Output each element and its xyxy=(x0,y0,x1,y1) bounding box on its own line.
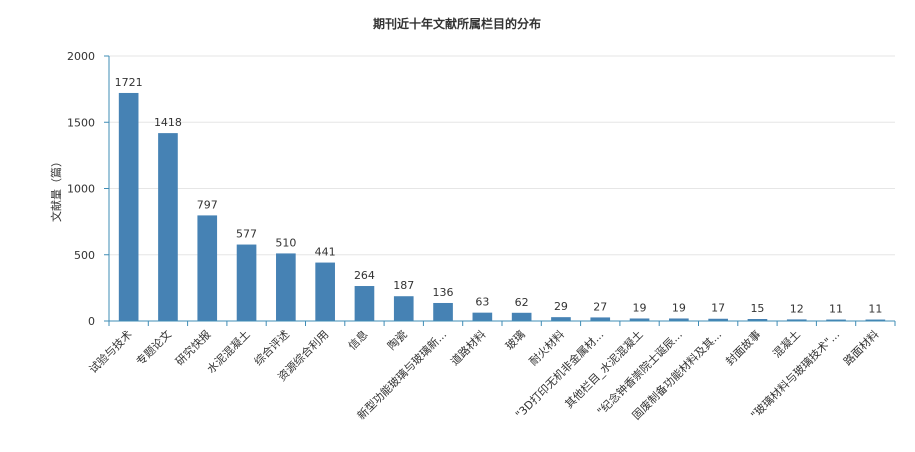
bar[interactable] xyxy=(590,317,611,321)
data-label: 29 xyxy=(554,300,568,313)
x-tick-label: 综合评述 xyxy=(251,327,292,368)
data-label: 187 xyxy=(393,279,414,292)
data-label: 12 xyxy=(790,302,804,315)
bar[interactable] xyxy=(158,133,178,321)
bar[interactable] xyxy=(865,319,886,321)
bar[interactable] xyxy=(472,312,493,321)
bar[interactable] xyxy=(747,319,768,321)
data-label: 136 xyxy=(433,286,454,299)
x-tick-label: 试验与技术 xyxy=(86,327,135,376)
data-label: 1721 xyxy=(115,76,143,89)
bar[interactable] xyxy=(669,318,689,321)
y-axis-label: 文献量（篇） xyxy=(49,156,63,222)
chart-title: 期刊近十年文献所属栏目的分布 xyxy=(373,16,541,31)
bar[interactable] xyxy=(786,319,807,321)
bar[interactable] xyxy=(826,319,846,321)
y-tick-label: 500 xyxy=(74,249,95,262)
data-label: 510 xyxy=(275,236,296,249)
x-tick-label: 混凝土 xyxy=(770,327,803,360)
x-tick-label: 专题论文 xyxy=(133,327,174,368)
data-label: 63 xyxy=(475,296,489,309)
x-tick-label: 水泥混凝土 xyxy=(204,327,253,376)
data-label: 19 xyxy=(633,301,647,314)
bar[interactable] xyxy=(629,318,650,321)
data-label: 62 xyxy=(515,296,529,309)
data-label: 577 xyxy=(236,228,257,241)
y-axis-ticks: 0 500 1000 1500 2000 xyxy=(67,50,109,328)
x-tick-label: 陶瓷 xyxy=(384,327,409,352)
data-label: 19 xyxy=(672,301,686,314)
data-label: 1418 xyxy=(154,116,182,129)
data-label: 11 xyxy=(829,303,843,316)
x-tick-label: 研究快报 xyxy=(172,327,213,368)
x-tick-label: 信息 xyxy=(345,327,370,352)
x-tick-label: 玻璃 xyxy=(502,327,527,352)
y-tick-label: 0 xyxy=(88,315,95,328)
data-label: 441 xyxy=(315,246,336,259)
data-labels: 1721 1418 797 577 510 441 264 187 136 63 62 29 27 19 1… xyxy=(115,76,883,316)
bar[interactable] xyxy=(315,262,335,321)
x-tick-label: 其他栏目_水泥混凝土 xyxy=(562,327,646,411)
y-tick-label: 2000 xyxy=(67,50,95,63)
y-tick-label: 1500 xyxy=(67,116,95,129)
gridlines xyxy=(109,55,895,256)
bar[interactable] xyxy=(276,253,296,321)
x-tick-label: 路面材料 xyxy=(840,327,881,368)
bar[interactable] xyxy=(197,215,218,321)
data-label: 15 xyxy=(750,302,764,315)
bar[interactable] xyxy=(393,296,414,321)
bar[interactable] xyxy=(236,244,257,321)
data-label: 17 xyxy=(711,302,725,315)
bars xyxy=(118,92,886,321)
y-tick-label: 1000 xyxy=(67,183,95,196)
bar[interactable] xyxy=(551,317,571,321)
x-tick-label: 道路材料 xyxy=(447,327,488,368)
data-label: 264 xyxy=(354,269,375,282)
data-label: 797 xyxy=(197,198,218,211)
bar[interactable] xyxy=(118,92,139,321)
bar[interactable] xyxy=(511,312,532,321)
data-label: 11 xyxy=(868,303,882,316)
bar[interactable] xyxy=(708,318,728,321)
x-tick-label: 封面故事 xyxy=(723,327,764,368)
data-label: 27 xyxy=(593,300,607,313)
x-tick-label: 耐火材料 xyxy=(526,327,567,368)
bar[interactable] xyxy=(433,302,453,321)
bar[interactable] xyxy=(354,286,375,321)
